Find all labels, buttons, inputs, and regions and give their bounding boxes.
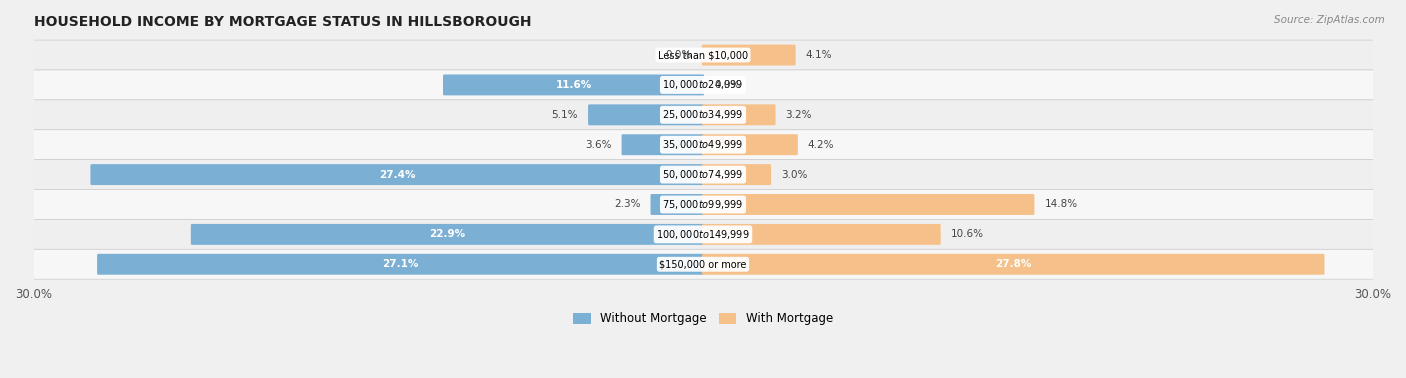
FancyBboxPatch shape bbox=[30, 40, 1376, 70]
Text: $10,000 to $24,999: $10,000 to $24,999 bbox=[662, 78, 744, 91]
FancyBboxPatch shape bbox=[651, 194, 704, 215]
FancyBboxPatch shape bbox=[702, 164, 770, 185]
Text: $150,000 or more: $150,000 or more bbox=[659, 259, 747, 269]
Text: 0.0%: 0.0% bbox=[665, 50, 692, 60]
FancyBboxPatch shape bbox=[97, 254, 704, 275]
Text: $50,000 to $74,999: $50,000 to $74,999 bbox=[662, 168, 744, 181]
FancyBboxPatch shape bbox=[588, 104, 704, 125]
FancyBboxPatch shape bbox=[30, 219, 1376, 249]
FancyBboxPatch shape bbox=[30, 70, 1376, 100]
Text: 11.6%: 11.6% bbox=[555, 80, 592, 90]
Text: Less than $10,000: Less than $10,000 bbox=[658, 50, 748, 60]
Text: $25,000 to $34,999: $25,000 to $34,999 bbox=[662, 108, 744, 121]
Text: 27.4%: 27.4% bbox=[380, 170, 416, 180]
Text: 3.0%: 3.0% bbox=[782, 170, 807, 180]
FancyBboxPatch shape bbox=[30, 100, 1376, 130]
FancyBboxPatch shape bbox=[443, 74, 704, 95]
Text: 14.8%: 14.8% bbox=[1045, 200, 1077, 209]
FancyBboxPatch shape bbox=[30, 249, 1376, 279]
Text: 27.1%: 27.1% bbox=[382, 259, 419, 269]
Text: 2.3%: 2.3% bbox=[614, 200, 641, 209]
FancyBboxPatch shape bbox=[90, 164, 704, 185]
Text: 4.1%: 4.1% bbox=[806, 50, 832, 60]
FancyBboxPatch shape bbox=[30, 160, 1376, 189]
FancyBboxPatch shape bbox=[621, 134, 704, 155]
FancyBboxPatch shape bbox=[191, 224, 704, 245]
FancyBboxPatch shape bbox=[30, 130, 1376, 160]
FancyBboxPatch shape bbox=[702, 104, 776, 125]
Text: Source: ZipAtlas.com: Source: ZipAtlas.com bbox=[1274, 15, 1385, 25]
Text: $100,000 to $149,999: $100,000 to $149,999 bbox=[657, 228, 749, 241]
FancyBboxPatch shape bbox=[30, 189, 1376, 219]
FancyBboxPatch shape bbox=[702, 194, 1035, 215]
Text: 27.8%: 27.8% bbox=[995, 259, 1032, 269]
Legend: Without Mortgage, With Mortgage: Without Mortgage, With Mortgage bbox=[568, 308, 838, 330]
Text: $35,000 to $49,999: $35,000 to $49,999 bbox=[662, 138, 744, 151]
FancyBboxPatch shape bbox=[702, 45, 796, 65]
Text: 0.0%: 0.0% bbox=[714, 80, 741, 90]
FancyBboxPatch shape bbox=[702, 224, 941, 245]
Text: 22.9%: 22.9% bbox=[429, 229, 465, 239]
Text: $75,000 to $99,999: $75,000 to $99,999 bbox=[662, 198, 744, 211]
FancyBboxPatch shape bbox=[702, 134, 797, 155]
FancyBboxPatch shape bbox=[702, 254, 1324, 275]
Text: 10.6%: 10.6% bbox=[950, 229, 984, 239]
Text: 3.6%: 3.6% bbox=[585, 140, 612, 150]
Text: 5.1%: 5.1% bbox=[551, 110, 578, 120]
Text: 3.2%: 3.2% bbox=[786, 110, 813, 120]
Text: HOUSEHOLD INCOME BY MORTGAGE STATUS IN HILLSBOROUGH: HOUSEHOLD INCOME BY MORTGAGE STATUS IN H… bbox=[34, 15, 531, 29]
Text: 4.2%: 4.2% bbox=[808, 140, 834, 150]
